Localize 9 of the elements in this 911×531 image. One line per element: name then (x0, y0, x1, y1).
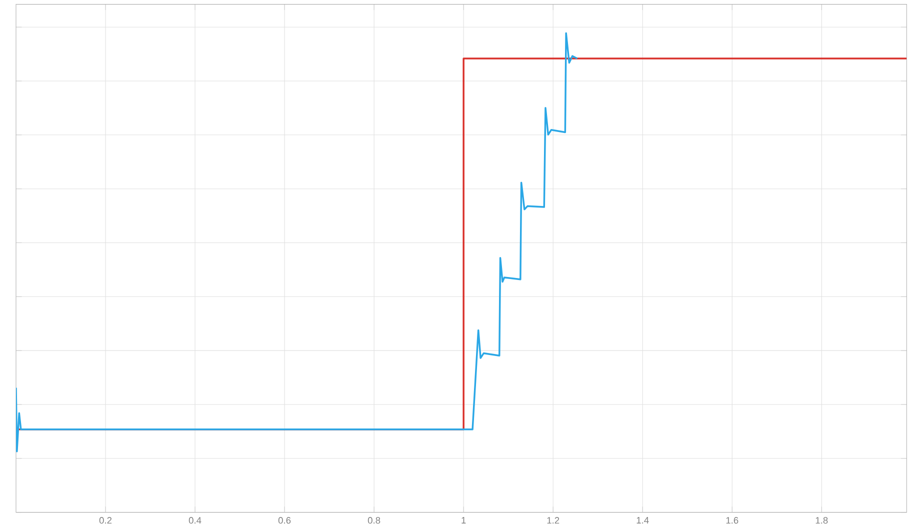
x-tick-label: 1.2 (547, 517, 560, 524)
x-tick-label: 0.2 (99, 517, 112, 524)
x-tick-label: 1 (462, 517, 466, 524)
x-tick-label: 1.6 (726, 517, 738, 524)
x-tick-label: 0.4 (188, 517, 202, 524)
x-tick-label: 0.8 (368, 517, 380, 524)
x-tick-label: 1.8 (816, 517, 828, 524)
x-tick-label: 1.4 (636, 517, 649, 524)
x-tick-label: 0.6 (278, 517, 291, 524)
